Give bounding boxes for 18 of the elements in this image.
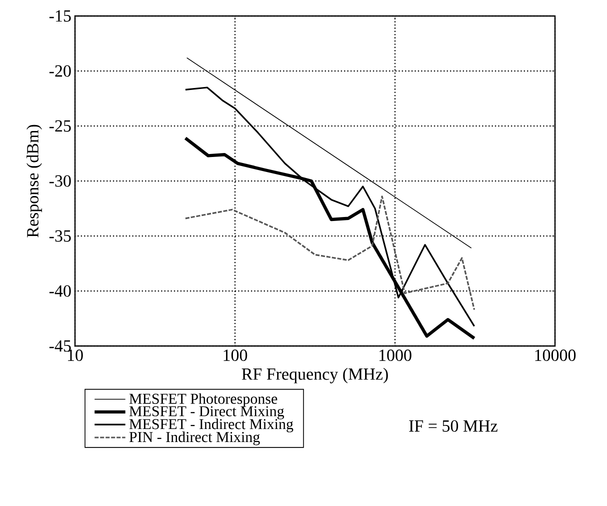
y-tick-label: -40 (49, 285, 71, 297)
x-tick-label: 100 (224, 350, 248, 362)
x-axis-title: RF Frequency (MHz) (242, 368, 388, 384)
y-tick-label: -15 (49, 10, 71, 22)
y-tick-label: -30 (49, 175, 71, 187)
legend-label: MESFET - Indirect Mixing (129, 418, 294, 432)
legend-label: MESFET Photoresponse (129, 393, 278, 407)
text: IF = 50 MHz (409, 420, 498, 432)
legend-label: PIN - Indirect Mixing (129, 432, 260, 446)
y-tick-label: -25 (49, 120, 71, 132)
x-tick-label: 1000 (379, 350, 412, 362)
x-tick-label: 10 (68, 350, 83, 362)
x-tick-label: 10000 (535, 350, 576, 362)
y-axis-title: Response (dBm) (26, 124, 42, 238)
y-tick-label: -45 (49, 340, 71, 352)
legend-label: MESFET - Direct Mixing (129, 406, 284, 420)
y-tick-label: -35 (49, 230, 71, 242)
y-tick-label: -20 (49, 65, 71, 77)
